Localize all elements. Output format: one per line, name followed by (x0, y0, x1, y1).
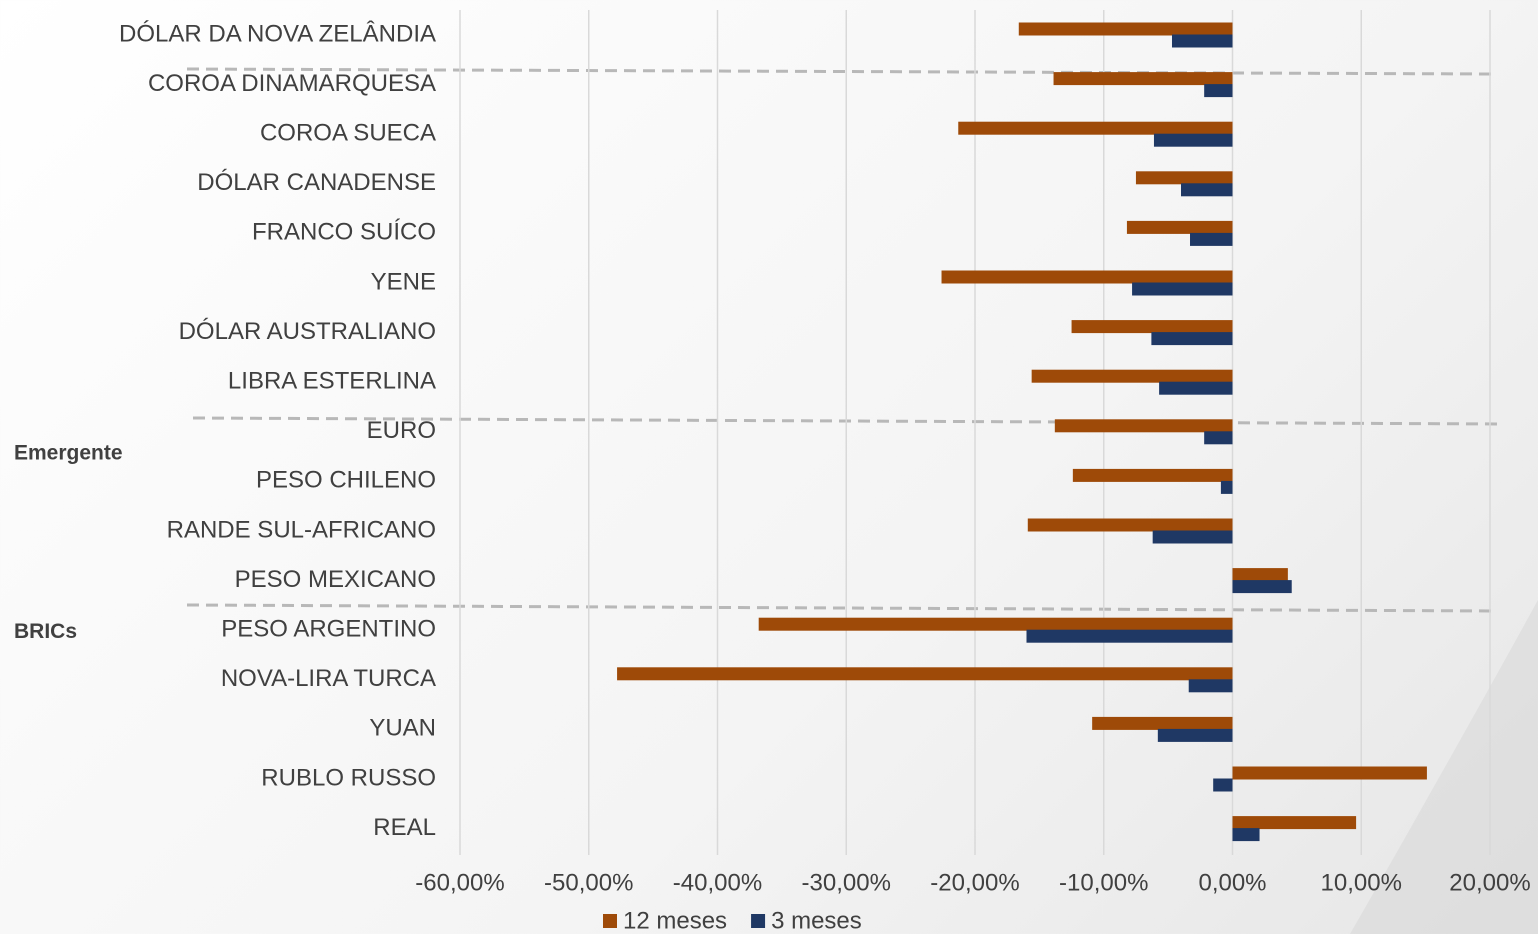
bar (1159, 381, 1233, 395)
bar (1232, 568, 1288, 582)
category-label: DÓLAR AUSTRALIANO (179, 318, 436, 345)
bar (1126, 220, 1233, 234)
legend-swatch (603, 914, 617, 928)
x-tick-label: 20,00% (1449, 869, 1530, 896)
category-label: REAL (373, 814, 436, 841)
legend-swatch (751, 914, 766, 928)
background-swoosh (1350, 600, 1538, 934)
bar (758, 617, 1233, 631)
x-tick-label: -20,00% (930, 869, 1019, 896)
bar (1132, 282, 1233, 296)
group-separator (186, 603, 1496, 613)
group-label: BRICs (14, 620, 77, 643)
bar (617, 667, 1233, 681)
bar (1026, 629, 1233, 643)
bar (1188, 679, 1233, 693)
bar (941, 270, 1233, 284)
bar (1232, 816, 1357, 830)
category-label: FRANCO SUÍCO (252, 219, 436, 246)
category-label: RUBLO RUSSO (261, 764, 436, 791)
bar (1213, 778, 1233, 792)
bar (1181, 183, 1233, 197)
bar (1220, 480, 1233, 494)
bar (1171, 34, 1233, 48)
x-tick-label: -60,00% (415, 869, 504, 896)
bar (1151, 332, 1233, 346)
group-label: Emergente (14, 442, 123, 465)
bar (1071, 320, 1233, 334)
bar (1092, 716, 1233, 730)
category-label: EURO (367, 417, 436, 444)
bar (958, 121, 1233, 135)
x-tick-label: -40,00% (673, 869, 762, 896)
group-separator (186, 67, 1496, 76)
legend-label: 3 meses (771, 907, 862, 934)
bar (1232, 580, 1292, 594)
bar (1018, 22, 1233, 36)
bar (1157, 728, 1233, 742)
x-tick-label: -10,00% (1059, 869, 1148, 896)
bar (1204, 431, 1233, 445)
bar (1152, 530, 1233, 544)
bar (1232, 828, 1260, 842)
bar (1031, 369, 1233, 383)
bar (1027, 518, 1233, 532)
category-label: PESO MEXICANO (235, 566, 436, 593)
bar (1053, 72, 1233, 86)
category-label: PESO CHILENO (256, 467, 436, 494)
bar (1072, 468, 1233, 482)
bar (1135, 171, 1233, 185)
category-label: COROA SUECA (260, 120, 436, 147)
x-tick-label: 10,00% (1321, 869, 1402, 896)
bar (1153, 133, 1233, 147)
bar (1190, 232, 1233, 246)
bar (1232, 766, 1427, 780)
legend-label: 12 meses (623, 907, 727, 934)
category-label: LIBRA ESTERLINA (228, 368, 436, 395)
category-label: DÓLAR CANADENSE (197, 169, 436, 196)
x-tick-label: -30,00% (802, 869, 891, 896)
x-tick-label: -50,00% (544, 869, 633, 896)
x-tick-label: 0,00% (1198, 869, 1266, 896)
bar (1204, 84, 1233, 98)
category-label: RANDE SUL-AFRICANO (167, 516, 436, 543)
category-label: YENE (371, 268, 436, 295)
category-label: YUAN (369, 715, 436, 742)
category-label: DÓLAR DA NOVA ZELÂNDIA (119, 20, 436, 47)
category-label: PESO ARGENTINO (221, 616, 436, 643)
category-label: COROA DINAMARQUESA (148, 70, 436, 97)
category-label: NOVA-LIRA TURCA (221, 665, 436, 692)
bar (1054, 419, 1233, 433)
